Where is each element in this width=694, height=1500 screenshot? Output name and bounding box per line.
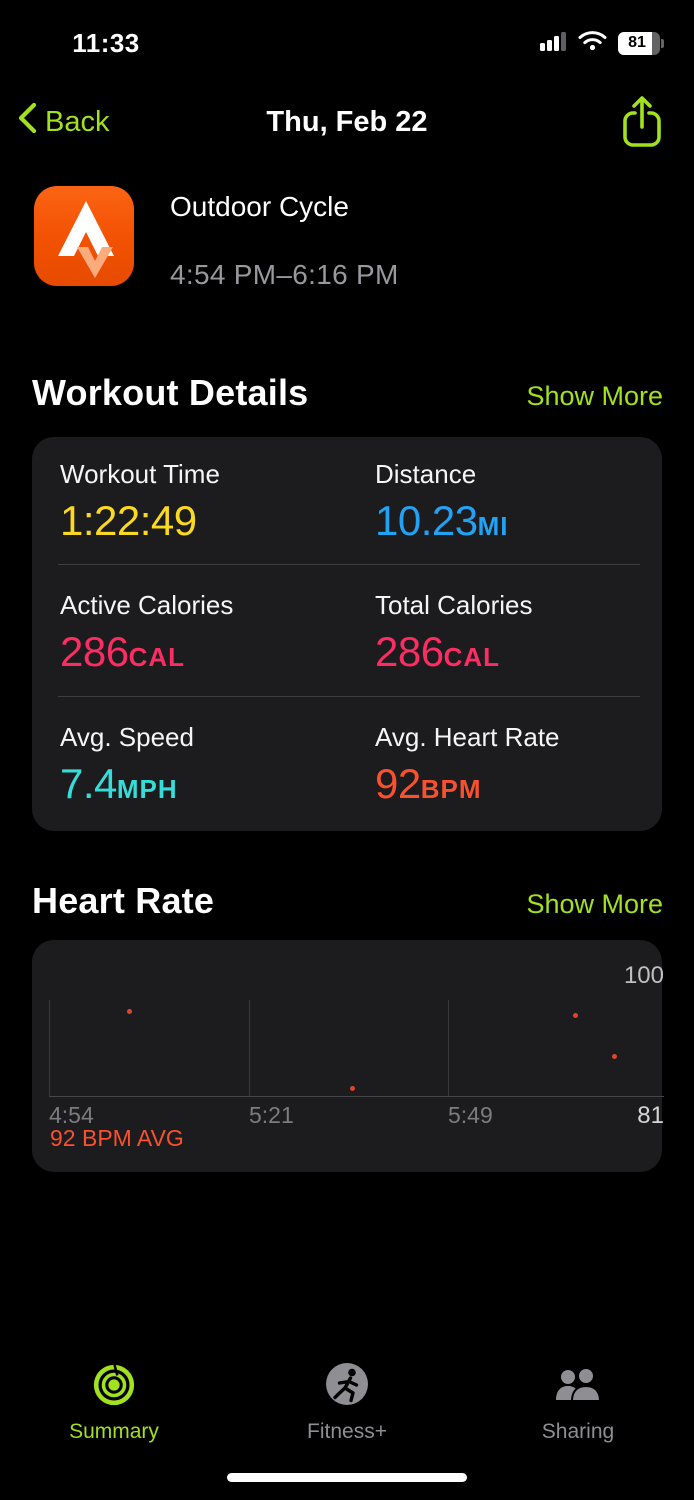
chart-dot — [349, 1085, 355, 1091]
back-label: Back — [45, 105, 110, 138]
home-indicator[interactable] — [227, 1473, 467, 1482]
status-icons: 81 — [540, 30, 664, 56]
metric-label: Workout Time — [60, 459, 220, 489]
heart-rate-chart: 4:54 5:21 5:49 100 81 92 BPM AVG — [32, 940, 664, 1172]
cellular-signal-icon — [540, 31, 567, 56]
workout-details-card: Workout Time 1:22:49 Distance 10.23MI Ac… — [32, 437, 662, 831]
metric-avg-speed: Avg. Speed 7.4MPH — [60, 722, 360, 808]
workout-title: Outdoor Cycle — [170, 191, 349, 222]
chart-gridline — [448, 1000, 449, 1096]
metric-avg-heart-rate: Avg. Heart Rate 92BPM — [375, 722, 675, 808]
share-icon — [622, 96, 662, 152]
metric-value: 286CAL — [60, 628, 186, 675]
chart-dot — [611, 1053, 617, 1059]
chart-y-max-label: 100 — [623, 962, 664, 989]
metric-label: Distance — [375, 459, 477, 489]
metric-label: Active Calories — [60, 590, 234, 620]
tab-summary-label: Summary — [69, 1420, 159, 1443]
chart-x-tick-label: 5:49 — [448, 1102, 493, 1128]
chart-axis-line — [49, 1096, 664, 1097]
divider — [58, 564, 640, 565]
metric-label: Avg. Speed — [60, 722, 194, 752]
metric-value: 92BPM — [375, 760, 482, 807]
metric-label: Avg. Heart Rate — [375, 722, 560, 752]
divider — [58, 696, 640, 697]
metric-value: 7.4MPH — [60, 760, 178, 807]
fitness-plus-icon — [324, 1362, 370, 1413]
activity-rings-icon — [91, 1362, 137, 1413]
metric-value: 286CAL — [375, 628, 501, 675]
chart-y-min-label: 81 — [637, 1102, 664, 1129]
chart-dot — [126, 1008, 132, 1014]
tab-sharing[interactable]: Sharing — [498, 1362, 658, 1444]
metric-workout-time: Workout Time 1:22:49 — [60, 459, 360, 545]
battery-percent: 81 — [628, 33, 646, 51]
metric-active-calories: Active Calories 286CAL — [60, 590, 360, 676]
chart-gridline — [49, 1000, 50, 1096]
tab-sharing-label: Sharing — [541, 1420, 615, 1443]
tab-fitness-plus-label: Fitness+ — [307, 1420, 387, 1443]
workout-time-range: 4:54 PM–6:16 PM — [170, 259, 399, 290]
strava-icon — [34, 186, 134, 286]
heart-rate-heading: Heart Rate — [32, 880, 215, 921]
chart-x-tick-label: 4:54 — [49, 1102, 94, 1128]
metric-label: Total Calories — [375, 590, 533, 620]
tab-fitness-plus[interactable]: Fitness+ — [267, 1362, 427, 1444]
metric-value: 10.23MI — [375, 497, 509, 544]
metric-value: 1:22:49 — [60, 497, 197, 544]
workout-details-show-more[interactable]: Show More — [526, 381, 663, 411]
chart-avg-label: 92 BPM AVG — [50, 1125, 184, 1151]
nav-title: Thu, Feb 22 — [266, 106, 428, 138]
metric-total-calories: Total Calories 286CAL — [375, 590, 675, 676]
battery-icon: 81 — [618, 31, 664, 55]
sharing-people-icon — [552, 1362, 604, 1413]
workout-details-heading: Workout Details — [32, 372, 309, 413]
chevron-left-icon — [18, 102, 37, 142]
tab-summary[interactable]: Summary — [34, 1362, 194, 1444]
wifi-icon — [578, 30, 607, 56]
metric-distance: Distance 10.23MI — [375, 459, 675, 545]
chart-dot — [572, 1012, 578, 1018]
back-button[interactable]: Back — [18, 102, 109, 142]
heart-rate-show-more[interactable]: Show More — [526, 889, 663, 919]
chart-gridline — [249, 1000, 250, 1096]
chart-x-tick-label: 5:21 — [249, 1102, 294, 1128]
share-button[interactable] — [622, 94, 662, 153]
status-time: 11:33 — [72, 28, 140, 58]
